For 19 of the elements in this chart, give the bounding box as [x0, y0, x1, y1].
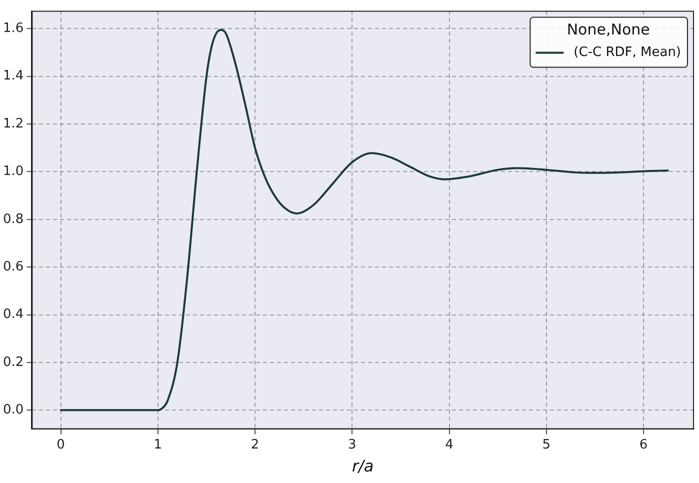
x-tick-label: 6: [639, 437, 648, 452]
y-tick-label: 1.4: [2, 68, 24, 84]
y-tick-label: 0.4: [2, 307, 24, 322]
x-tick-label: 2: [250, 437, 260, 452]
x-tick-label: 3: [348, 437, 356, 452]
y-tick-label: 0.0: [2, 402, 24, 418]
x-tick-label: 5: [542, 437, 551, 452]
x-tick-label: 0: [56, 437, 65, 452]
x-tick-label: 4: [445, 437, 454, 452]
y-tick-label: 0.8: [2, 212, 24, 227]
legend-title: None,None: [566, 20, 650, 39]
legend-label: (C-C RDF, Mean): [574, 45, 681, 60]
y-tick-label: 1.6: [2, 21, 24, 36]
x-tick-label: 1: [154, 437, 162, 452]
y-tick-label: 0.6: [2, 259, 24, 274]
x-axis-title: r/a: [352, 456, 374, 476]
y-tick-label: 1.2: [2, 116, 24, 132]
y-tick-label: 1.0: [2, 164, 24, 180]
y-tick-label: 0.2: [2, 354, 24, 370]
